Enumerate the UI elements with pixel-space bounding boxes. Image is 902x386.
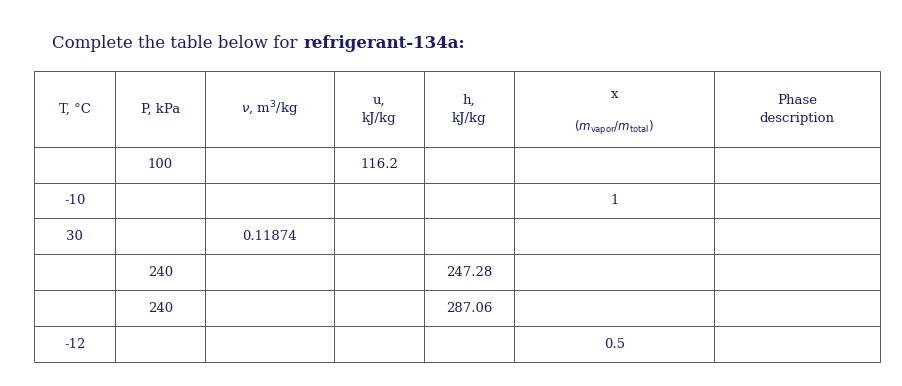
Bar [34, 71, 879, 362]
Text: 116.2: 116.2 [360, 158, 398, 171]
Text: Phase
description: Phase description [759, 93, 833, 125]
Text: refrigerant-134a:: refrigerant-134a: [303, 35, 465, 52]
Text: h,
kJ/kg: h, kJ/kg [451, 93, 486, 125]
Text: $\nu$, m$^3$/kg: $\nu$, m$^3$/kg [241, 99, 298, 119]
Text: 100: 100 [148, 158, 172, 171]
Text: P, kPa: P, kPa [141, 103, 179, 115]
Text: 0.11874: 0.11874 [242, 230, 297, 243]
Text: 247.28: 247.28 [446, 266, 492, 279]
Text: 0.5: 0.5 [603, 338, 624, 350]
Text: 1: 1 [610, 194, 618, 207]
Text: 287.06: 287.06 [446, 302, 492, 315]
Text: $(m_{\rm vapor}/m_{\rm total})$: $(m_{\rm vapor}/m_{\rm total})$ [574, 119, 654, 137]
Text: 30: 30 [66, 230, 83, 243]
Text: u,
kJ/kg: u, kJ/kg [361, 93, 396, 125]
Text: x: x [610, 88, 617, 101]
Text: Complete the table below for: Complete the table below for [52, 35, 303, 52]
Text: 240: 240 [148, 302, 172, 315]
Text: -12: -12 [64, 338, 86, 350]
Text: -10: -10 [64, 194, 86, 207]
Text: 240: 240 [148, 266, 172, 279]
Text: T, °C: T, °C [59, 103, 90, 115]
